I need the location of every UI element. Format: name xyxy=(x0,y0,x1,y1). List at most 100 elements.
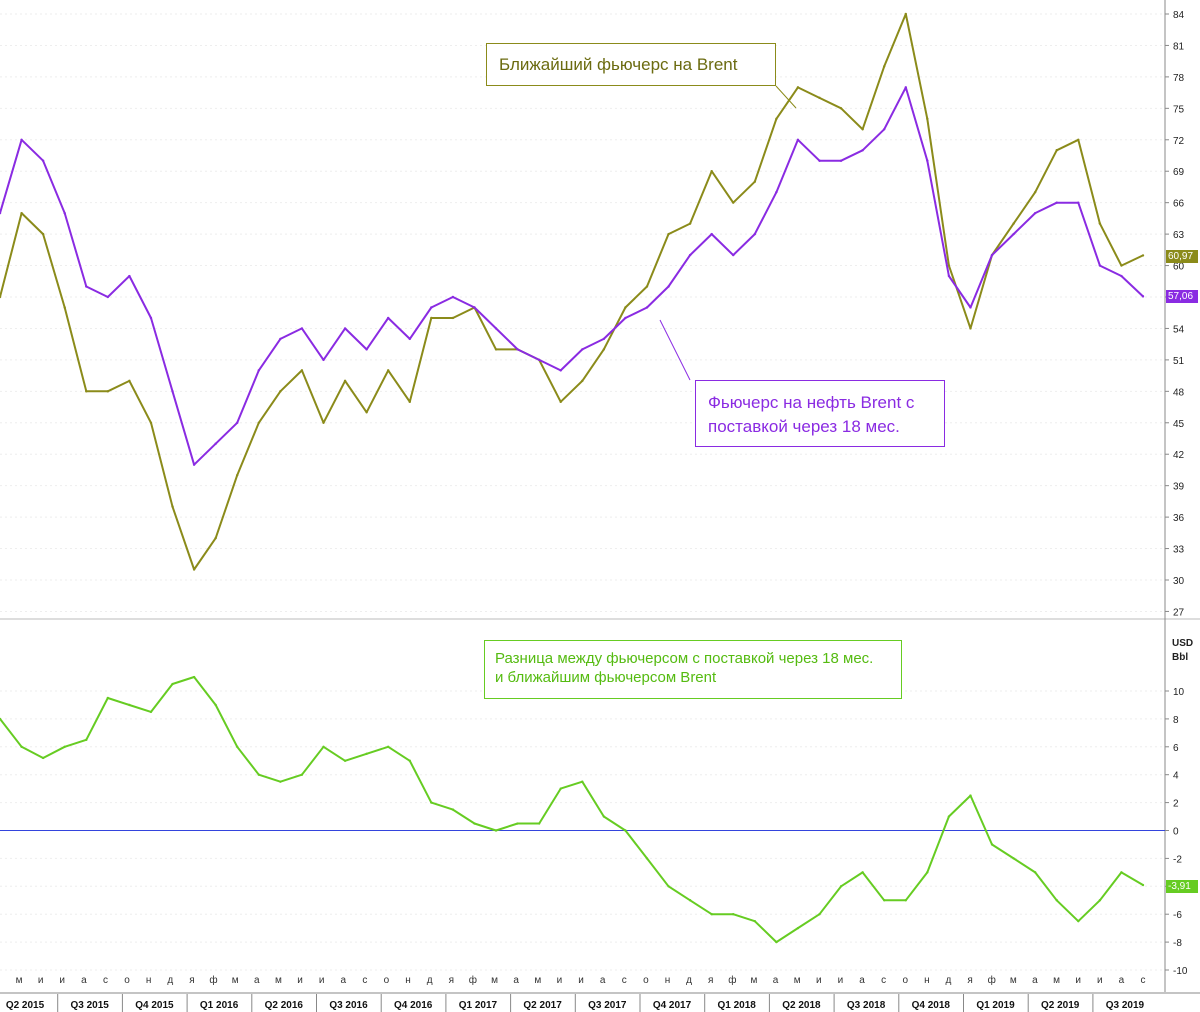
front-futures-line-point xyxy=(732,201,735,204)
x-month-label: н xyxy=(665,975,671,986)
x-month-label: а xyxy=(1032,975,1038,986)
spread-line-point xyxy=(343,759,347,762)
front-futures-line-point xyxy=(1141,254,1145,257)
x-month-label: о xyxy=(384,975,390,986)
x-month-label: м xyxy=(750,975,757,986)
x-month-label: а xyxy=(513,975,519,986)
x-month-label: я xyxy=(189,975,194,986)
m18-callout-leader xyxy=(659,319,691,381)
x-month-label: м xyxy=(1010,975,1017,986)
spread-last-value-badge: -3,91 xyxy=(1166,880,1198,893)
m18-futures-line-point xyxy=(624,316,627,320)
front-futures-line-point xyxy=(300,369,304,372)
spread-line-point xyxy=(386,745,390,748)
front-futures-line-point xyxy=(1098,222,1102,225)
spread-line-point xyxy=(63,745,66,748)
x-month-label: и xyxy=(297,975,303,986)
lower-tick-label: -2 xyxy=(1173,854,1182,865)
x-month-label: д xyxy=(946,975,952,986)
front-futures-line-point xyxy=(149,421,153,424)
spread-line xyxy=(0,676,1144,944)
spread-callout-line-2: и ближайшим фьючерсом Brent xyxy=(495,669,717,686)
x-month-label: а xyxy=(340,975,346,986)
m18-futures-line-point xyxy=(1055,201,1058,204)
front-futures-line-point xyxy=(343,379,347,383)
x-quarter-label: Q3 2017 xyxy=(588,1000,627,1011)
m18-callout-line-1: Фьючерс на нефть Brent с xyxy=(708,393,915,412)
spread-line-point xyxy=(926,871,929,874)
m18-futures-line xyxy=(0,86,1144,466)
spread-line-point xyxy=(537,822,541,825)
front-futures-line-point xyxy=(41,232,45,236)
spread-line-point xyxy=(796,926,800,930)
spread-line-point xyxy=(85,738,88,742)
spread-line-point xyxy=(947,815,951,818)
m18-futures-line-point xyxy=(1098,264,1102,267)
front-futures-line-point xyxy=(85,390,88,393)
front-futures-line-point xyxy=(861,128,864,131)
x-month-label: м xyxy=(1053,975,1060,986)
m18-futures-line-point xyxy=(1033,211,1037,215)
upper-tick-label: 39 xyxy=(1173,482,1185,493)
spread-line-point xyxy=(861,871,864,874)
x-month-label: о xyxy=(643,975,649,986)
front-futures-line-point xyxy=(688,222,692,225)
spread-line-point xyxy=(451,808,455,811)
m18-futures-line-point xyxy=(839,159,843,162)
spread-callout-line-1: Разница между фьючерсом с поставкой чере… xyxy=(495,650,874,667)
front-futures-line-point xyxy=(1012,222,1015,225)
x-month-label: с xyxy=(103,975,108,986)
front-futures-line-point xyxy=(0,295,2,299)
spread-line-point xyxy=(214,703,217,707)
x-month-label: м xyxy=(534,975,541,986)
x-quarter-label: Q2 2019 xyxy=(1041,1000,1080,1011)
front-futures-line-point xyxy=(775,117,778,121)
m18-futures-line-point xyxy=(1120,274,1123,278)
m18-futures-line-point xyxy=(343,327,347,330)
m18-futures-line-point xyxy=(20,138,23,141)
x-month-label: и xyxy=(578,975,584,986)
upper-tick-label: 75 xyxy=(1173,104,1185,115)
front-futures-line-point xyxy=(408,400,411,404)
x-month-label: м xyxy=(491,975,498,986)
spread-line-point xyxy=(408,759,411,762)
front-callout-leader xyxy=(775,85,797,109)
m18-futures-line-point xyxy=(1077,201,1080,204)
x-month-label: н xyxy=(924,975,930,986)
x-month-label: и xyxy=(1075,975,1081,986)
spread-line-point xyxy=(41,756,45,760)
front-futures-line-point xyxy=(1033,190,1037,194)
upper-tick-label: 69 xyxy=(1173,167,1185,178)
front-futures-line-point xyxy=(904,12,907,16)
m18-futures-line-point xyxy=(149,316,153,320)
upper-tick-label: 72 xyxy=(1173,136,1185,147)
upper-y-axis: 8481787572696663605754514845423936333027 xyxy=(1165,10,1185,618)
spread-line-point xyxy=(883,899,886,902)
unit-label-bbl: Bbl xyxy=(1172,652,1188,663)
upper-panel-grid xyxy=(0,13,1165,612)
front-futures-line-point xyxy=(624,306,627,309)
x-month-label: и xyxy=(319,975,325,986)
upper-tick-label: 42 xyxy=(1173,450,1185,461)
upper-tick-label: 81 xyxy=(1173,41,1185,52)
spread-line-point xyxy=(667,885,670,888)
front-futures-line-point xyxy=(1077,138,1080,141)
front-futures-line-point xyxy=(818,96,821,100)
front-futures-line-point xyxy=(581,379,584,383)
spread-line-point xyxy=(473,822,476,825)
front-futures-line-point xyxy=(796,86,800,89)
front-futures-line-point xyxy=(279,390,282,393)
m18-futures-line-point xyxy=(904,86,907,89)
m18-futures-line-point xyxy=(430,306,433,309)
x-month-label: ф xyxy=(728,974,736,986)
spread-line-point xyxy=(1120,871,1123,874)
lower-tick-label: 4 xyxy=(1173,771,1179,782)
front-futures-line-point xyxy=(106,390,110,393)
m18-futures-line-point xyxy=(753,232,757,236)
spread-line-point xyxy=(710,913,713,916)
lower-tick-label: -10 xyxy=(1173,966,1188,977)
front-futures-line-point xyxy=(602,348,606,351)
spread-line-point xyxy=(1141,883,1145,887)
front-futures-line-point xyxy=(257,421,260,424)
m18-futures-line-point xyxy=(732,253,735,257)
